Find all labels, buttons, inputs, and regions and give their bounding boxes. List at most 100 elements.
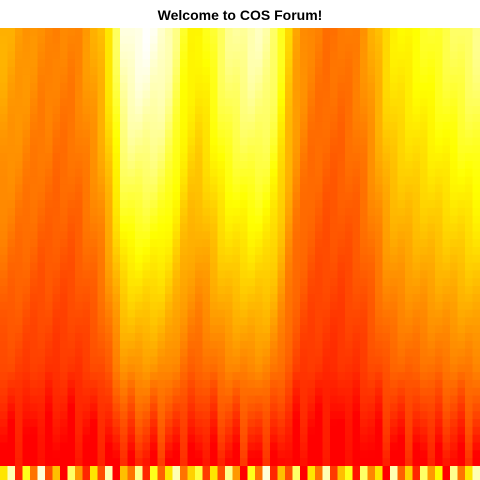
heatmap-cell <box>292 278 301 287</box>
heatmap-cell <box>345 395 354 405</box>
heatmap-cell <box>60 215 69 225</box>
heatmap-cell <box>7 340 16 350</box>
heatmap-cell <box>45 43 54 53</box>
heatmap-cell <box>7 458 16 467</box>
heatmap-cell <box>307 137 316 146</box>
heatmap-cell <box>180 153 189 162</box>
heatmap-cell <box>30 387 39 397</box>
heatmap-cell <box>112 184 121 193</box>
heatmap-cell <box>427 450 436 459</box>
heatmap-cell <box>180 434 189 444</box>
heatmap-cell <box>90 35 99 45</box>
heatmap-cell <box>217 207 226 217</box>
heatmap-cell <box>337 59 346 68</box>
heatmap-cell <box>225 270 234 279</box>
heatmap-cell <box>135 90 144 99</box>
heatmap-cell <box>0 59 9 68</box>
heatmap-cell <box>337 278 346 287</box>
heatmap-cell <box>0 200 9 209</box>
heatmap-cell <box>277 82 286 92</box>
heatmap-cell <box>382 434 391 444</box>
heatmap-cell <box>112 364 121 373</box>
heatmap-cell <box>285 168 294 178</box>
heatmap-cell <box>360 184 369 193</box>
heatmap-cell <box>412 176 421 186</box>
heatmap-cell <box>405 333 414 342</box>
heatmap-cell <box>247 215 256 225</box>
heatmap-cell <box>255 403 264 412</box>
heatmap-cell <box>255 395 264 405</box>
heatmap-cell <box>420 28 429 37</box>
heatmap-cell <box>157 43 166 53</box>
heatmap-cell <box>390 348 399 358</box>
heatmap-cell <box>255 59 264 68</box>
heatmap-cell <box>232 168 241 178</box>
heatmap-cell <box>97 121 106 131</box>
heatmap-cell <box>427 333 436 342</box>
heatmap-cell <box>315 168 324 178</box>
heatmap-cell <box>450 59 459 68</box>
heatmap-cell <box>457 231 466 240</box>
heatmap-cell <box>112 247 121 256</box>
heatmap-cell <box>352 184 361 193</box>
heatmap-cell <box>345 379 354 389</box>
heatmap-cell <box>187 340 196 350</box>
heatmap-cell <box>300 372 309 381</box>
heatmap-cell <box>465 426 474 436</box>
heatmap-cell <box>217 301 226 311</box>
heatmap-cell <box>300 333 309 342</box>
heatmap-cell <box>22 309 31 318</box>
heatmap-cell <box>390 247 399 256</box>
heatmap-cell <box>427 278 436 287</box>
heatmap-cell <box>202 356 211 365</box>
heatmap-bottom-cell <box>75 466 84 480</box>
heatmap-cell <box>397 254 406 264</box>
heatmap-cell <box>450 293 459 303</box>
heatmap-cell <box>427 348 436 358</box>
heatmap-cell <box>150 442 159 451</box>
heatmap-cell <box>82 333 91 342</box>
heatmap-cell <box>97 403 106 412</box>
heatmap-cell <box>127 340 136 350</box>
heatmap-cell <box>105 340 114 350</box>
heatmap-cell <box>465 82 474 92</box>
heatmap-cell <box>90 145 99 154</box>
heatmap-cell <box>195 434 204 444</box>
heatmap-cell <box>472 82 480 92</box>
heatmap-cell <box>7 168 16 178</box>
heatmap-cell <box>262 98 271 107</box>
heatmap-cell <box>315 67 324 76</box>
heatmap-cell <box>225 247 234 256</box>
heatmap-cell <box>277 333 286 342</box>
heatmap-cell <box>90 270 99 279</box>
heatmap-cell <box>75 379 84 389</box>
heatmap-cell <box>15 129 24 139</box>
heatmap-cell <box>7 348 16 358</box>
heatmap-cell <box>82 278 91 287</box>
heatmap-cell <box>427 153 436 162</box>
heatmap-cell <box>262 293 271 303</box>
heatmap-cell <box>82 403 91 412</box>
heatmap-cell <box>435 309 444 318</box>
heatmap-cell <box>217 98 226 107</box>
heatmap-cell <box>382 262 391 272</box>
heatmap-cell <box>367 215 376 225</box>
heatmap-cell <box>150 411 159 420</box>
heatmap-cell <box>345 145 354 154</box>
heatmap-bottom-cell <box>37 466 46 480</box>
heatmap-cell <box>352 176 361 186</box>
heatmap-cell <box>247 270 256 279</box>
heatmap-cell <box>322 309 331 318</box>
heatmap-cell <box>322 176 331 186</box>
heatmap-cell <box>240 215 249 225</box>
heatmap-cell <box>360 372 369 381</box>
heatmap-bottom-cell <box>337 466 346 480</box>
heatmap-cell <box>247 395 256 405</box>
heatmap-cell <box>187 254 196 264</box>
heatmap-cell <box>315 129 324 139</box>
heatmap-cell <box>52 293 61 303</box>
heatmap-cell <box>405 168 414 178</box>
heatmap-cell <box>457 114 466 123</box>
heatmap-cell <box>52 379 61 389</box>
heatmap-cell <box>435 286 444 295</box>
